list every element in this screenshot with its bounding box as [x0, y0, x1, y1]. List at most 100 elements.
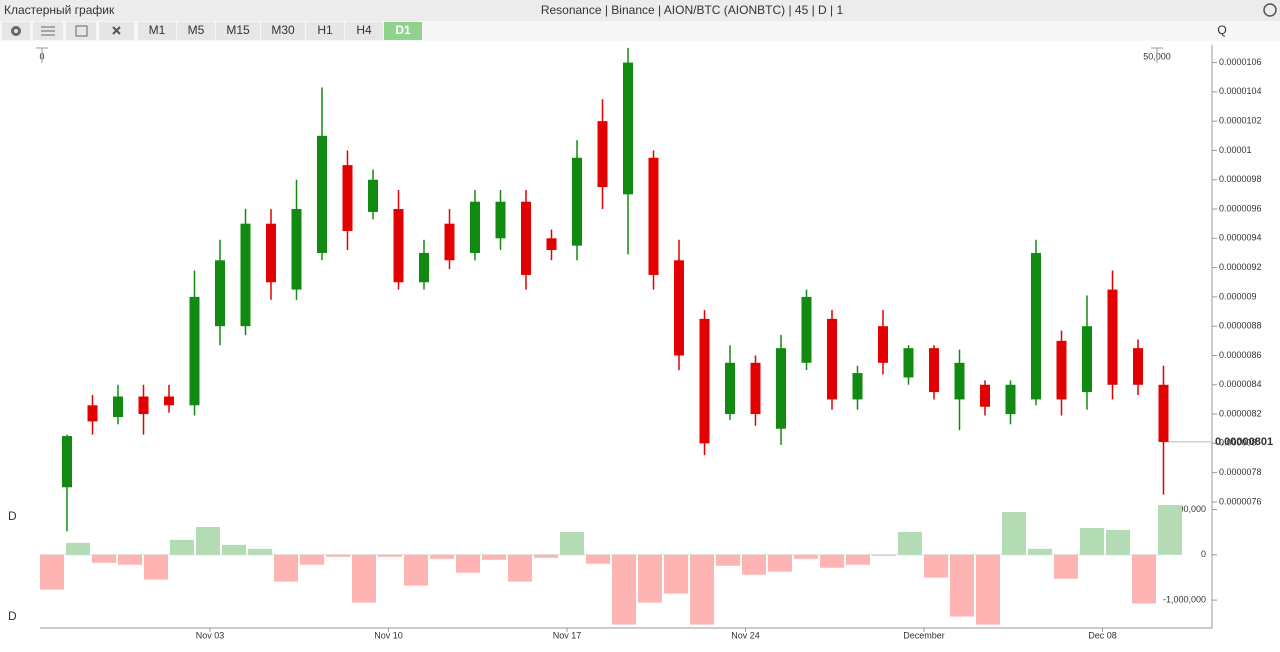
y2-tick-label: 1,000,000 — [1166, 504, 1206, 514]
y-tick-label: 0.0000096 — [1219, 203, 1262, 213]
timeframe-button[interactable] — [261, 22, 305, 40]
timeframe-button[interactable] — [384, 22, 422, 40]
filter-button[interactable] — [33, 22, 63, 40]
x-tick-label: December — [903, 630, 945, 640]
close-button[interactable] — [99, 22, 134, 40]
timeframe-label: M30 — [271, 23, 295, 37]
delta-bar — [716, 554, 740, 566]
candle-body — [368, 179, 378, 212]
timeframe-button[interactable] — [345, 22, 383, 40]
candle-body — [776, 348, 786, 429]
delta-bar — [118, 554, 142, 565]
candle-body — [470, 201, 480, 253]
candle-body — [393, 209, 404, 283]
timeframe-label: H4 — [356, 23, 372, 37]
y-tick-label: 0.0000098 — [1219, 174, 1262, 184]
candle-body — [623, 62, 633, 195]
timeframe-button[interactable] — [138, 22, 176, 40]
calendar-button[interactable] — [66, 22, 96, 40]
candle-body — [1158, 384, 1169, 442]
delta-bar — [222, 544, 246, 555]
candle-body — [1107, 289, 1118, 385]
current-price-label: 0.00000801 — [1215, 436, 1273, 448]
y-tick-label: 0.000008 — [1219, 438, 1257, 448]
volume-scale — [36, 47, 1163, 63]
candle-body — [495, 201, 506, 239]
y-tick-label: 0.0000104 — [1219, 86, 1262, 96]
candle-body — [1056, 340, 1067, 400]
search-button[interactable]: Q — [1217, 23, 1226, 37]
delta-bar — [820, 554, 844, 568]
candle-body — [699, 318, 710, 444]
candle-body — [189, 296, 200, 406]
y-tick-label: 0.0000092 — [1219, 262, 1262, 272]
candle-body — [750, 362, 761, 415]
delta-bar — [612, 554, 636, 625]
delta-bar — [690, 554, 714, 625]
candle-body — [1133, 348, 1143, 385]
timeframe-button[interactable] — [306, 22, 344, 40]
delta-bar — [326, 554, 350, 557]
candle-body — [674, 260, 684, 356]
delta-bar — [404, 554, 428, 586]
delta-bar — [482, 554, 506, 560]
delta-bar — [1002, 512, 1026, 555]
candle-body — [240, 223, 251, 327]
delta-bar — [1132, 554, 1156, 604]
delta-bar — [664, 554, 688, 594]
delta-bar — [638, 554, 662, 603]
x-tick-label: Dec 08 — [1088, 630, 1117, 640]
y-tick-label: 0.0000086 — [1219, 350, 1262, 360]
candle-body — [980, 384, 990, 407]
candle-body — [87, 405, 98, 422]
delta-bar — [1158, 505, 1182, 555]
settings-button[interactable] — [2, 22, 30, 40]
x-tick-label: Nov 03 — [196, 630, 225, 640]
candle-body — [215, 260, 225, 327]
help-icon[interactable] — [1263, 3, 1277, 17]
x-tick-label: Nov 17 — [553, 630, 582, 640]
timeframe-button[interactable] — [177, 22, 215, 40]
y-tick-label: 0.00001 — [1219, 145, 1252, 155]
delta-bar — [66, 542, 90, 555]
delta-bar — [586, 554, 610, 564]
candle-body — [648, 157, 659, 275]
candle-body — [572, 157, 582, 246]
timeframe-label: M15 — [226, 23, 250, 37]
delta-bar — [846, 554, 870, 565]
delta-bar — [170, 539, 194, 555]
delta-bar — [196, 526, 220, 555]
candle-body — [929, 348, 939, 393]
delta-bar — [1054, 554, 1078, 579]
candle-body — [138, 396, 149, 415]
candle-body — [419, 252, 429, 283]
timeframe-button[interactable] — [216, 22, 260, 40]
timeframe-label: H1 — [317, 23, 333, 37]
timeframe-label: M1 — [149, 23, 166, 37]
instrument-title: Resonance | Binance | AION/BTC (AIONBTC)… — [541, 3, 844, 17]
candle-body — [1082, 326, 1092, 393]
candle-body — [1005, 384, 1016, 415]
delta-bar — [248, 548, 272, 555]
title-bar — [0, 0, 1280, 21]
x-tick-label: Nov 24 — [731, 630, 760, 640]
delta-bar — [534, 554, 558, 558]
candle-body — [62, 436, 72, 488]
panel-label: D — [8, 609, 17, 623]
timeframe-label: D1 — [395, 23, 411, 37]
candle-body — [827, 318, 837, 400]
candle-body — [954, 362, 965, 400]
y-tick-label: 0.0000106 — [1219, 57, 1262, 67]
delta-bar — [950, 554, 974, 617]
delta-bar — [768, 554, 792, 572]
y-tick-label: 0.0000078 — [1219, 467, 1262, 477]
delta-bar — [508, 554, 532, 582]
candle-body — [113, 396, 123, 417]
delta-bar — [352, 554, 376, 603]
delta-bar — [560, 531, 584, 555]
candle-body — [291, 209, 302, 290]
delta-bar — [430, 554, 454, 559]
delta-bar — [976, 554, 1000, 625]
delta-bar — [872, 554, 896, 556]
